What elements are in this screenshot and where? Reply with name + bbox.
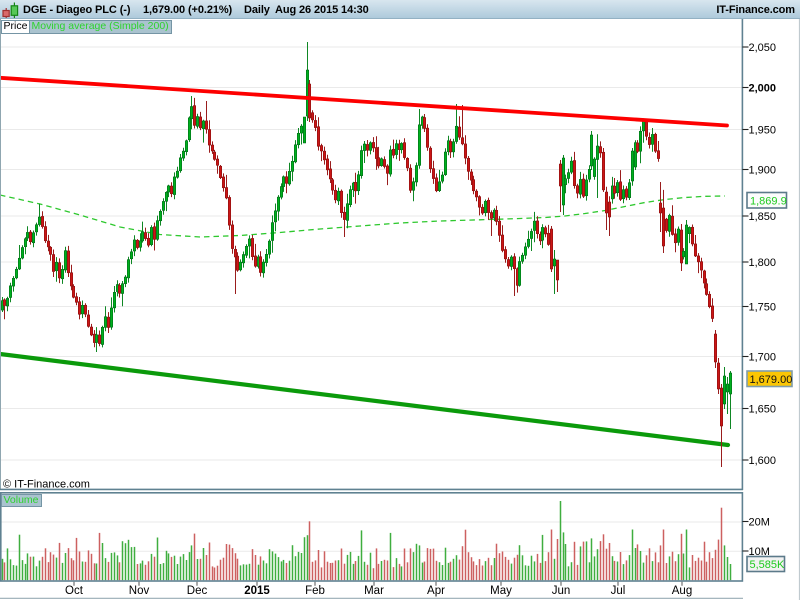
svg-text:20M: 20M [749, 517, 770, 529]
svg-text:1,950: 1,950 [749, 125, 777, 137]
svg-text:Mar: Mar [364, 585, 384, 597]
svg-text:1,600: 1,600 [749, 455, 777, 467]
svg-text:Nov: Nov [129, 585, 150, 597]
svg-text:1,850: 1,850 [749, 211, 777, 223]
svg-text:Feb: Feb [305, 585, 325, 597]
svg-text:Jul: Jul [611, 585, 626, 597]
svg-text:2,000: 2,000 [749, 83, 777, 95]
svg-text:1,650: 1,650 [749, 404, 777, 416]
svg-text:2,050: 2,050 [749, 42, 777, 54]
svg-text:1,900: 1,900 [749, 165, 777, 177]
svg-text:1,700: 1,700 [749, 352, 777, 364]
svg-text:Oct: Oct [65, 585, 84, 597]
svg-text:1,679.00: 1,679.00 [750, 374, 793, 386]
svg-text:1,800: 1,800 [749, 257, 777, 269]
svg-text:2015: 2015 [244, 585, 270, 597]
svg-text:May: May [490, 585, 512, 597]
svg-text:1,750: 1,750 [749, 302, 777, 314]
svg-text:10M: 10M [749, 546, 770, 558]
svg-text:Jun: Jun [552, 585, 571, 597]
svg-text:Dec: Dec [187, 585, 208, 597]
svg-text:1,869.9: 1,869.9 [750, 196, 787, 208]
svg-text:Apr: Apr [427, 585, 445, 597]
svg-text:Aug: Aug [672, 585, 692, 597]
svg-text:5,585K: 5,585K [750, 559, 786, 571]
svg-text:© IT-Finance.com: © IT-Finance.com [3, 479, 90, 491]
